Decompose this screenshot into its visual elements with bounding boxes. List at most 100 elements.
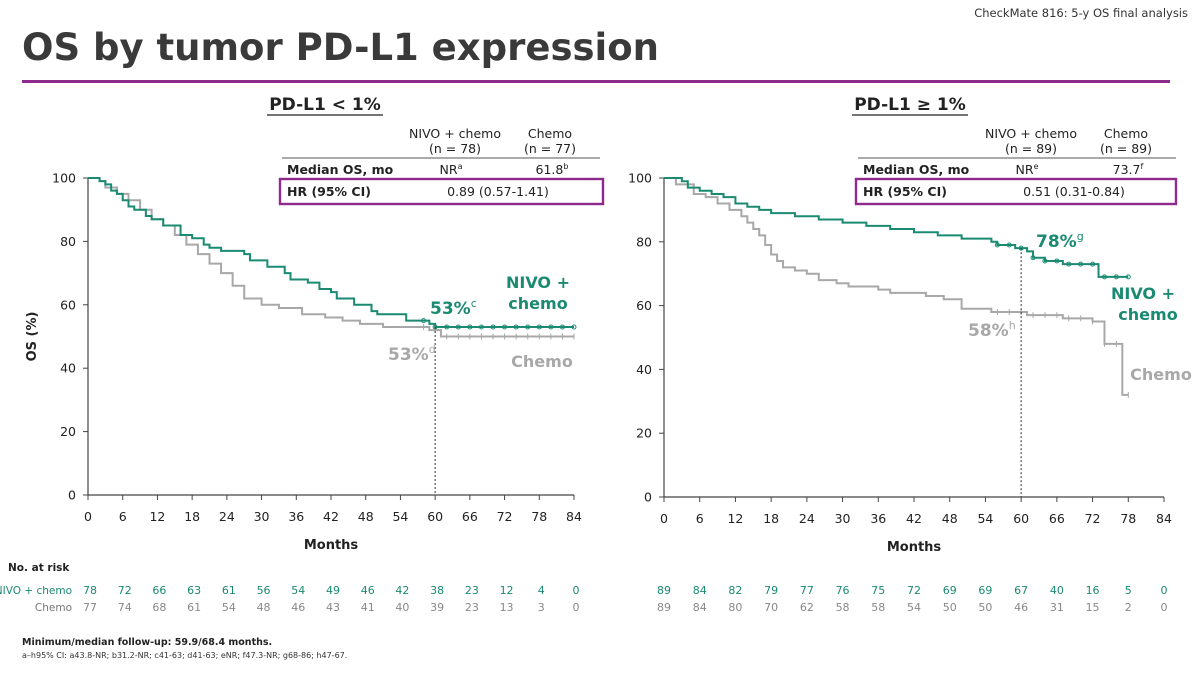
panel1-median-label: Median OS, mo [287,162,394,177]
panel1-chemo-label: Chemo [511,352,573,371]
panel2-col-header-chemo-n: (n = 89) [1100,141,1152,156]
panel1-x-axis-label: Months [304,538,359,553]
footnote-ci: a–h95% CI: a43.8-NR; b31.2-NR; c41-63; d… [22,651,348,660]
panel2-risk-nivo: 76 [836,584,850,597]
panel1-chemo-pct: 53%d [388,343,436,365]
panel2-hr-box [854,177,1178,206]
panel2-risk-chemo: 89 [657,601,671,614]
panel1-risk-nivo: 49 [326,584,340,597]
panel2-median-chemo: 73.7f [1113,162,1144,177]
panel1-nivo-censor [536,324,542,330]
panel1-risk-nivo: 23 [465,584,479,597]
panel1-risk-chemo: 0 [573,601,580,614]
panel2-x-tick-label: 72 [1085,511,1101,526]
panel2-risk-chemo: 0 [1161,601,1168,614]
panel2-nivo-censor [1078,261,1084,267]
panel2-x-tick-label: 78 [1120,511,1136,526]
panel2-chemo-curve [664,177,1129,396]
panel2-risk-chemo: 80 [728,601,742,614]
panel2-risk-chemo: 62 [800,601,814,614]
panel2-nivo-label-1: NIVO + [1111,284,1175,303]
panel2-y-tick-label: 0 [644,490,652,505]
page-title: OS by tumor PD-L1 expression [22,26,659,69]
panel2-x-tick-label: 84 [1156,511,1172,526]
panel1-risk-chemo: 40 [395,601,409,614]
panel1-x-tick-label: 42 [323,509,339,524]
panel2-risk-chemo: 70 [764,601,778,614]
panel2-chemo-label: Chemo [1130,365,1192,384]
panel2-median-nivo: NRe [1016,162,1039,177]
panel2-nivo-censor [1090,261,1096,267]
panel1-risk-nivo: 54 [291,584,305,597]
panel1-x-tick-label: 12 [149,509,165,524]
panel1-risk-nivo: 38 [430,584,444,597]
panel2-nivo-censor [1054,258,1060,264]
panel1-x-tick-label: 78 [531,509,547,524]
panel1-risk-nivo: 46 [361,584,375,597]
panel2-risk-chemo: 15 [1086,601,1100,614]
panel2-risk-nivo: 89 [657,584,671,597]
panel1-x-tick-label: 30 [254,509,270,524]
panel1-y-tick-label: 20 [60,424,76,439]
panel2-risk-nivo: 40 [1050,584,1064,597]
panel2-col-header-nivo-n: (n = 89) [1005,141,1057,156]
risk-table-header: No. at risk [8,562,70,574]
panel1-y-tick-label: 0 [68,488,76,503]
panel2-risk-nivo: 69 [978,584,992,597]
panel2-risk-chemo: 2 [1125,601,1132,614]
panel2-risk-nivo: 69 [943,584,957,597]
panel1-risk-chemo: 77 [83,601,97,614]
panel2-nivo-censor [994,242,1000,248]
panel1-x-tick-label: 66 [462,509,478,524]
panel1-risk-nivo: 4 [538,584,545,597]
panel1-x-tick-label: 0 [84,509,92,524]
panel1-risk-chemo: 74 [118,601,132,614]
panel1-nivo-curve [88,177,574,328]
panel2-col-header-nivo: NIVO + chemo [985,126,1077,141]
panel1-risk-chemo: 61 [187,601,201,614]
panel2-risk-chemo: 58 [836,601,850,614]
panel1-x-tick-label: 36 [288,509,304,524]
panel1-x-tick-label: 6 [119,509,127,524]
panel1-x-tick-label: 18 [184,509,200,524]
risk-label-chemo: Chemo [35,602,72,614]
panel1-nivo-censor [455,324,461,330]
panel1-risk-nivo: 78 [83,584,97,597]
panel2-risk-chemo: 54 [907,601,921,614]
panel1-median-nivo: NRa [440,162,463,177]
panel1-y-tick-label: 100 [52,171,76,186]
panel2-x-tick-label: 36 [870,511,886,526]
panel2-nivo-censor [1006,242,1012,248]
panel1-x-tick-label: 48 [358,509,374,524]
panel2-risk-nivo: 72 [907,584,921,597]
panel2-risk-chemo: 50 [978,601,992,614]
panel2-risk-chemo: 84 [693,601,707,614]
panel2-x-axis-label: Months [887,540,942,555]
footnote-followup: Minimum/median follow-up: 59.9/68.4 mont… [22,637,273,648]
panel1-nivo-label-1: NIVO + [506,273,570,292]
panel1-risk-nivo: 56 [257,584,271,597]
panel2-nivo-censor [1066,261,1072,267]
panel2-y-tick-label: 100 [628,171,652,186]
panel1-col-header-chemo: Chemo [528,126,572,141]
panel1-nivo-censor [478,324,484,330]
panel1-risk-nivo: 63 [187,584,201,597]
panel1-nivo-censor [502,324,508,330]
panel1-risk-chemo: 13 [500,601,514,614]
panel1-risk-nivo: 66 [152,584,166,597]
panel2-nivo-pct: 78%g [1036,230,1084,252]
panel2-nivo-censor [1113,274,1119,280]
panel1-x-tick-label: 72 [497,509,513,524]
panel2-risk-nivo: 5 [1125,584,1132,597]
panel1-nivo-censor [467,324,473,330]
panel1-x-tick-label: 54 [392,509,408,524]
panel1-nivo-censor [559,324,565,330]
panel1-nivo-censor [421,318,427,324]
panel1-risk-nivo: 61 [222,584,236,597]
panel1-risk-chemo: 39 [430,601,444,614]
panel1-nivo-censor [571,324,577,330]
panel2-risk-nivo: 79 [764,584,778,597]
panel1-x-tick-label: 60 [427,509,443,524]
panel1-risk-nivo: 42 [395,584,409,597]
panel2-x-tick-label: 12 [727,511,743,526]
